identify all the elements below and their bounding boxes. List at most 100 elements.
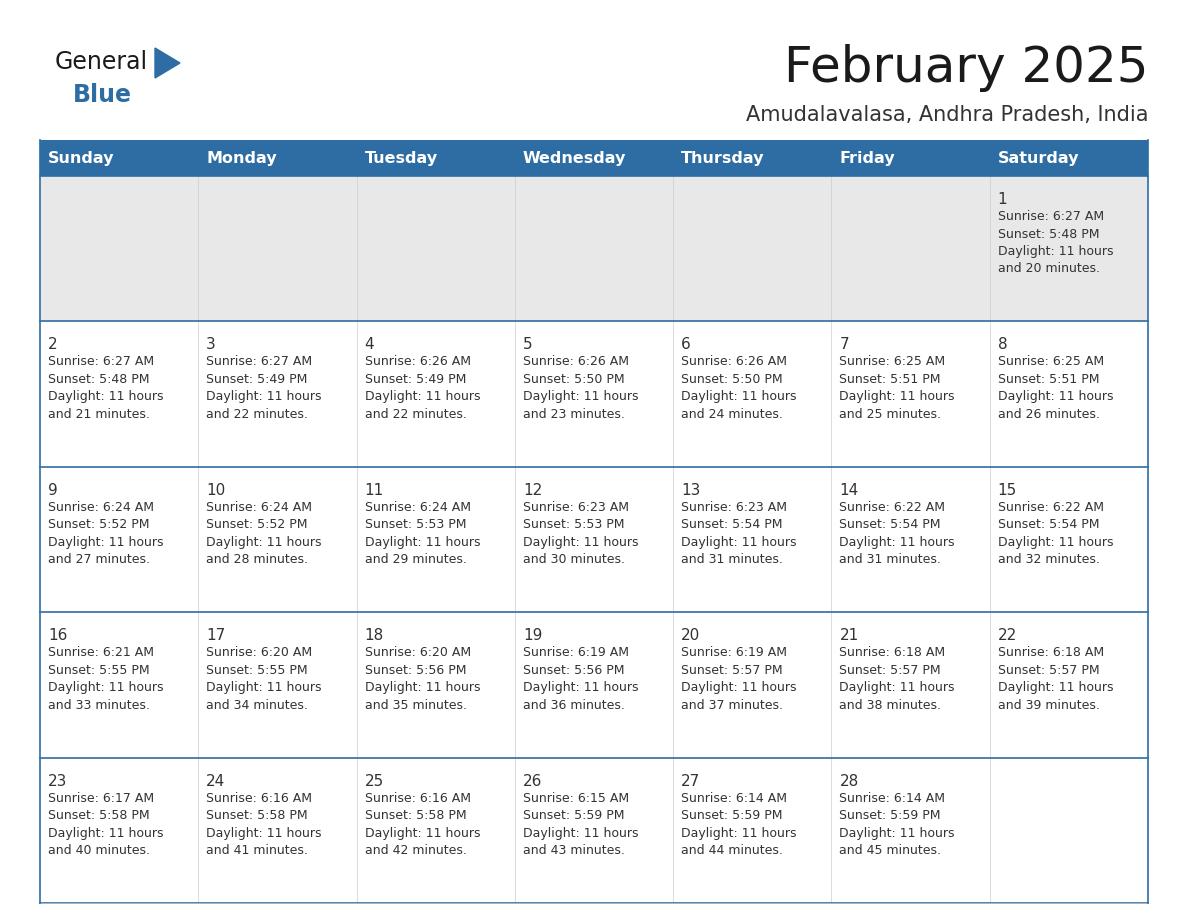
Text: Sunrise: 6:15 AM: Sunrise: 6:15 AM	[523, 791, 628, 804]
Text: Daylight: 11 hours: Daylight: 11 hours	[48, 681, 164, 694]
Text: Daylight: 11 hours: Daylight: 11 hours	[523, 681, 638, 694]
Text: 1: 1	[998, 192, 1007, 207]
Text: Sunrise: 6:23 AM: Sunrise: 6:23 AM	[681, 501, 788, 514]
Text: Sunset: 5:54 PM: Sunset: 5:54 PM	[840, 519, 941, 532]
Text: Sunset: 5:59 PM: Sunset: 5:59 PM	[523, 809, 625, 823]
Text: Sunset: 5:56 PM: Sunset: 5:56 PM	[365, 664, 466, 677]
Text: and 41 minutes.: and 41 minutes.	[207, 844, 308, 857]
Text: and 38 minutes.: and 38 minutes.	[840, 699, 941, 711]
Bar	[40, 321, 1148, 466]
Text: and 45 minutes.: and 45 minutes.	[840, 844, 941, 857]
Text: Daylight: 11 hours: Daylight: 11 hours	[365, 536, 480, 549]
Text: Daylight: 11 hours: Daylight: 11 hours	[681, 536, 797, 549]
Text: and 31 minutes.: and 31 minutes.	[840, 554, 941, 566]
Text: Daylight: 11 hours: Daylight: 11 hours	[207, 681, 322, 694]
Text: 22: 22	[998, 628, 1017, 644]
Text: 18: 18	[365, 628, 384, 644]
Text: and 20 minutes.: and 20 minutes.	[998, 263, 1100, 275]
Text: Sunset: 5:49 PM: Sunset: 5:49 PM	[207, 373, 308, 386]
Text: Sunset: 5:57 PM: Sunset: 5:57 PM	[681, 664, 783, 677]
Text: Sunrise: 6:27 AM: Sunrise: 6:27 AM	[207, 355, 312, 368]
Text: Daylight: 11 hours: Daylight: 11 hours	[998, 390, 1113, 403]
Text: and 24 minutes.: and 24 minutes.	[681, 408, 783, 420]
Text: Daylight: 11 hours: Daylight: 11 hours	[998, 536, 1113, 549]
Text: Sunset: 5:52 PM: Sunset: 5:52 PM	[48, 519, 150, 532]
Text: 7: 7	[840, 338, 849, 353]
Text: General: General	[55, 50, 148, 74]
Text: Sunrise: 6:18 AM: Sunrise: 6:18 AM	[998, 646, 1104, 659]
Text: Sunrise: 6:24 AM: Sunrise: 6:24 AM	[365, 501, 470, 514]
Text: Sunset: 5:58 PM: Sunset: 5:58 PM	[365, 809, 466, 823]
Text: Daylight: 11 hours: Daylight: 11 hours	[840, 536, 955, 549]
Polygon shape	[154, 48, 181, 78]
Text: Thursday: Thursday	[681, 151, 765, 165]
Text: 6: 6	[681, 338, 691, 353]
Text: and 36 minutes.: and 36 minutes.	[523, 699, 625, 711]
Text: Daylight: 11 hours: Daylight: 11 hours	[681, 826, 797, 840]
Text: Sunrise: 6:17 AM: Sunrise: 6:17 AM	[48, 791, 154, 804]
Text: Sunset: 5:48 PM: Sunset: 5:48 PM	[48, 373, 150, 386]
Text: Daylight: 11 hours: Daylight: 11 hours	[840, 826, 955, 840]
Text: Daylight: 11 hours: Daylight: 11 hours	[681, 390, 797, 403]
Text: Daylight: 11 hours: Daylight: 11 hours	[365, 681, 480, 694]
Text: 15: 15	[998, 483, 1017, 498]
Text: Sunrise: 6:22 AM: Sunrise: 6:22 AM	[998, 501, 1104, 514]
Text: 14: 14	[840, 483, 859, 498]
Text: Sunrise: 6:24 AM: Sunrise: 6:24 AM	[48, 501, 154, 514]
Text: Daylight: 11 hours: Daylight: 11 hours	[998, 681, 1113, 694]
Text: Tuesday: Tuesday	[365, 151, 437, 165]
Text: Sunrise: 6:25 AM: Sunrise: 6:25 AM	[998, 355, 1104, 368]
Text: Daylight: 11 hours: Daylight: 11 hours	[207, 536, 322, 549]
Text: Sunset: 5:50 PM: Sunset: 5:50 PM	[523, 373, 625, 386]
Text: Sunrise: 6:14 AM: Sunrise: 6:14 AM	[840, 791, 946, 804]
Text: Sunset: 5:55 PM: Sunset: 5:55 PM	[48, 664, 150, 677]
Text: Sunrise: 6:16 AM: Sunrise: 6:16 AM	[207, 791, 312, 804]
Text: Sunrise: 6:27 AM: Sunrise: 6:27 AM	[48, 355, 154, 368]
Text: Sunrise: 6:20 AM: Sunrise: 6:20 AM	[207, 646, 312, 659]
Text: Sunset: 5:51 PM: Sunset: 5:51 PM	[840, 373, 941, 386]
Text: Sunrise: 6:25 AM: Sunrise: 6:25 AM	[840, 355, 946, 368]
Text: Sunset: 5:50 PM: Sunset: 5:50 PM	[681, 373, 783, 386]
Text: and 34 minutes.: and 34 minutes.	[207, 699, 308, 711]
Text: Sunrise: 6:16 AM: Sunrise: 6:16 AM	[365, 791, 470, 804]
Text: and 22 minutes.: and 22 minutes.	[207, 408, 308, 420]
Text: and 40 minutes.: and 40 minutes.	[48, 844, 150, 857]
Text: and 42 minutes.: and 42 minutes.	[365, 844, 467, 857]
Text: and 37 minutes.: and 37 minutes.	[681, 699, 783, 711]
Text: Sunrise: 6:14 AM: Sunrise: 6:14 AM	[681, 791, 788, 804]
Text: 3: 3	[207, 338, 216, 353]
Text: Sunset: 5:49 PM: Sunset: 5:49 PM	[365, 373, 466, 386]
Text: Daylight: 11 hours: Daylight: 11 hours	[48, 390, 164, 403]
Text: Sunrise: 6:26 AM: Sunrise: 6:26 AM	[681, 355, 788, 368]
Text: Sunday: Sunday	[48, 151, 114, 165]
Text: 10: 10	[207, 483, 226, 498]
Text: and 26 minutes.: and 26 minutes.	[998, 408, 1100, 420]
Text: Sunset: 5:54 PM: Sunset: 5:54 PM	[998, 519, 1099, 532]
Bar	[40, 466, 1148, 612]
Text: Sunset: 5:55 PM: Sunset: 5:55 PM	[207, 664, 308, 677]
Text: and 44 minutes.: and 44 minutes.	[681, 844, 783, 857]
Bar	[40, 176, 1148, 321]
Text: Sunset: 5:51 PM: Sunset: 5:51 PM	[998, 373, 1099, 386]
Text: Saturday: Saturday	[998, 151, 1079, 165]
Text: 23: 23	[48, 774, 68, 789]
Text: 4: 4	[365, 338, 374, 353]
Text: Sunrise: 6:23 AM: Sunrise: 6:23 AM	[523, 501, 628, 514]
Text: Sunrise: 6:19 AM: Sunrise: 6:19 AM	[681, 646, 788, 659]
Bar	[40, 612, 1148, 757]
Text: Sunrise: 6:21 AM: Sunrise: 6:21 AM	[48, 646, 154, 659]
Text: 28: 28	[840, 774, 859, 789]
Text: Sunset: 5:53 PM: Sunset: 5:53 PM	[365, 519, 466, 532]
Text: Daylight: 11 hours: Daylight: 11 hours	[681, 681, 797, 694]
Text: Sunset: 5:48 PM: Sunset: 5:48 PM	[998, 228, 1099, 241]
Text: Wednesday: Wednesday	[523, 151, 626, 165]
Text: Sunrise: 6:19 AM: Sunrise: 6:19 AM	[523, 646, 628, 659]
Text: 12: 12	[523, 483, 542, 498]
Bar	[40, 140, 1148, 176]
Text: 16: 16	[48, 628, 68, 644]
Text: and 21 minutes.: and 21 minutes.	[48, 408, 150, 420]
Text: Daylight: 11 hours: Daylight: 11 hours	[207, 390, 322, 403]
Text: Sunset: 5:59 PM: Sunset: 5:59 PM	[681, 809, 783, 823]
Text: Monday: Monday	[207, 151, 277, 165]
Text: 27: 27	[681, 774, 701, 789]
